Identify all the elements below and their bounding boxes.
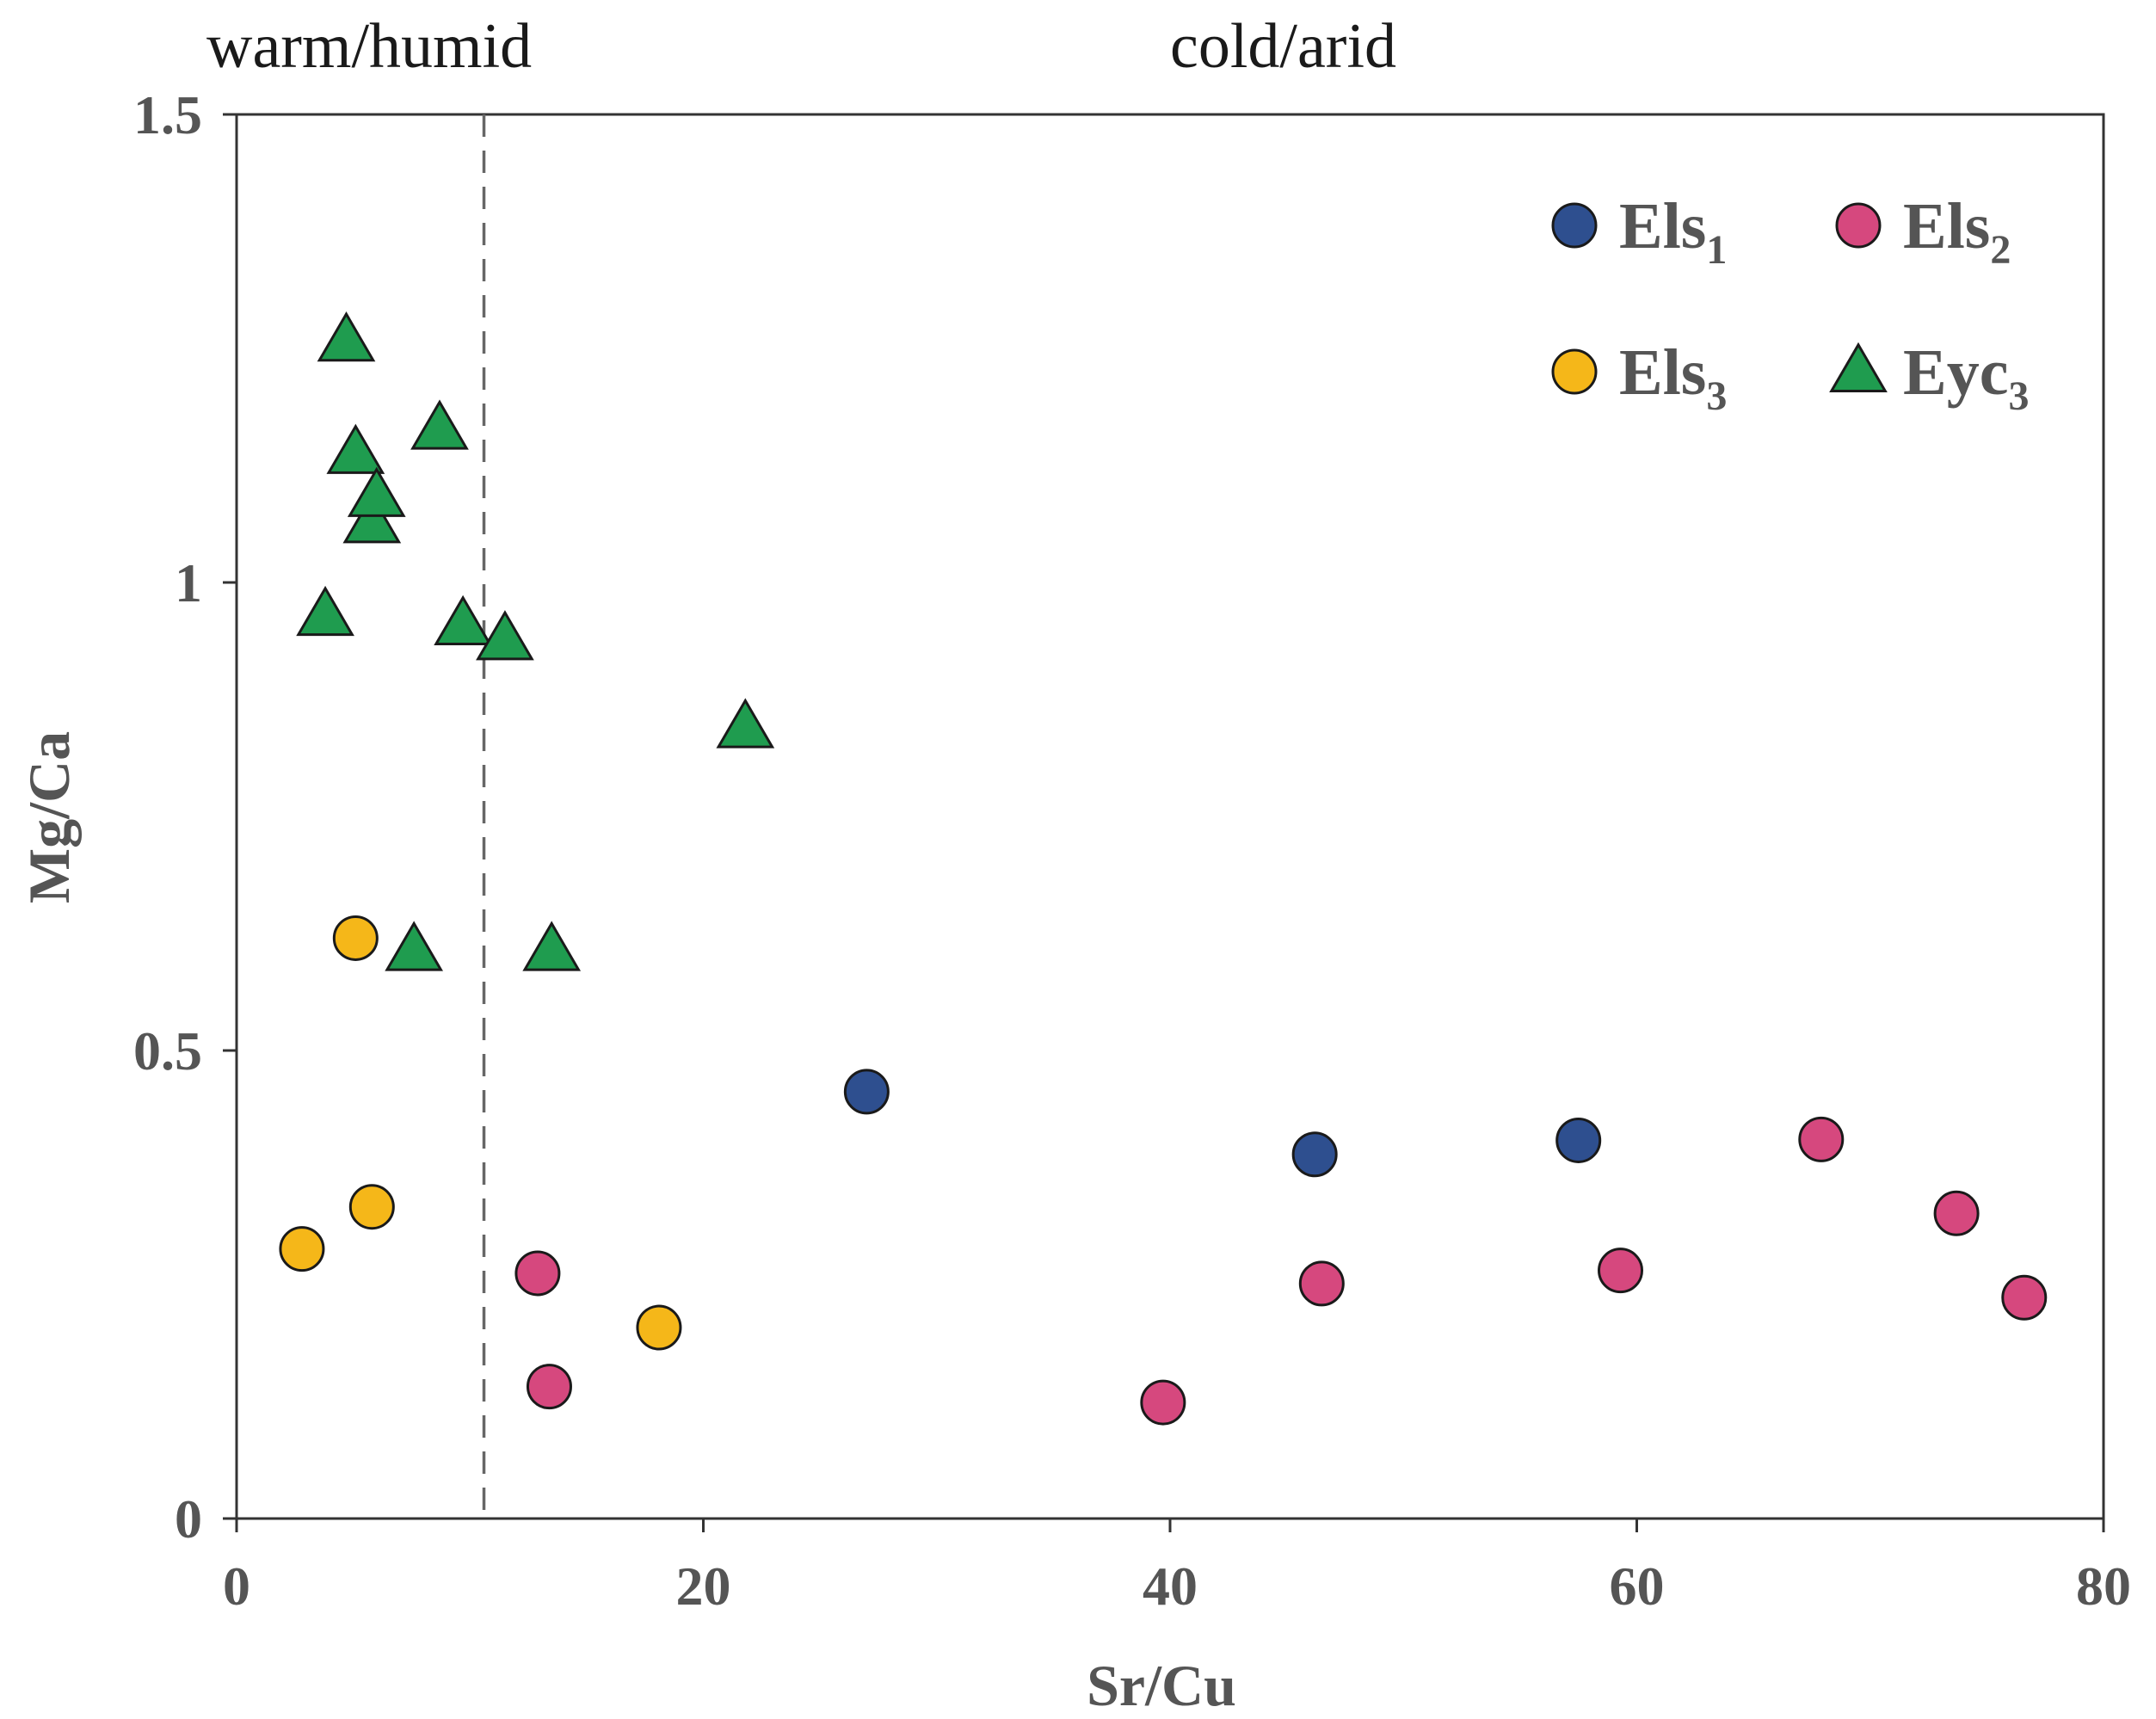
data-point-els3 <box>348 1184 395 1230</box>
region-label-cold-arid: cold/arid <box>1170 11 1396 82</box>
data-point-eyc3 <box>385 921 444 971</box>
data-point-eyc3 <box>347 466 406 517</box>
legend-label-eyc3: Eyc3 <box>1903 336 2029 419</box>
x-tick-label: 40 <box>1143 1556 1198 1617</box>
x-tick-label: 0 <box>223 1556 250 1617</box>
data-point-eyc3 <box>317 311 376 362</box>
data-point-eyc3 <box>296 585 354 637</box>
data-point-els2 <box>514 1250 561 1297</box>
data-point-eyc3 <box>522 921 582 971</box>
y-axis: 0 0.5 1 1.5 <box>133 84 237 1550</box>
data-point-els2 <box>1798 1116 1845 1162</box>
data-point-els1 <box>1291 1131 1338 1178</box>
data-point-els1 <box>843 1069 890 1115</box>
data-point-els2 <box>1140 1379 1186 1426</box>
plot-area-border <box>235 113 2105 1520</box>
legend-marker-els1 <box>1551 202 1598 249</box>
y-axis-title: Mg/Ca <box>16 731 82 903</box>
x-axis-title: Sr/Cu <box>1087 1653 1236 1718</box>
y-tick-label: 0 <box>175 1488 202 1550</box>
plot-frame <box>235 113 2105 1520</box>
data-point-els3 <box>332 915 379 961</box>
data-point-els3 <box>636 1304 682 1351</box>
legend: Els1 Els2 Els3 Eyc3 <box>1551 190 2029 419</box>
x-tick-label: 60 <box>1610 1556 1665 1617</box>
x-tick-label: 80 <box>2076 1556 2131 1617</box>
data-point-eyc3 <box>410 399 469 450</box>
data-point-eyc3 <box>716 698 775 749</box>
legend-label-els1: Els1 <box>1619 190 1727 273</box>
data-point-els2 <box>526 1364 572 1410</box>
data-point-els1 <box>1555 1117 1602 1163</box>
data-point-els2 <box>2001 1274 2048 1321</box>
data-point-els2 <box>1598 1248 1644 1294</box>
data-point-eyc3 <box>434 595 492 645</box>
y-tick-label: 0.5 <box>133 1020 202 1081</box>
x-axis: 0 20 40 60 80 <box>223 1519 2131 1617</box>
y-tick-label: 1 <box>175 552 202 613</box>
legend-marker-els2 <box>1835 202 1882 249</box>
data-point-eyc3 <box>326 423 385 474</box>
data-point-els2 <box>1298 1260 1345 1307</box>
legend-label-els2: Els2 <box>1903 190 2011 273</box>
legend-marker-eyc3 <box>1829 342 1888 392</box>
data-point-els3 <box>279 1226 325 1272</box>
data-point-eyc3 <box>342 493 402 544</box>
legend-marker-els3 <box>1551 348 1598 395</box>
x-tick-label: 20 <box>676 1556 731 1617</box>
data-points <box>279 311 2048 1426</box>
legend-label-els3: Els3 <box>1619 336 1727 419</box>
data-point-els2 <box>1933 1190 1980 1236</box>
data-point-eyc3 <box>476 610 534 661</box>
y-tick-label: 1.5 <box>133 84 202 145</box>
region-label-warm-humid: warm/humid <box>206 11 532 82</box>
